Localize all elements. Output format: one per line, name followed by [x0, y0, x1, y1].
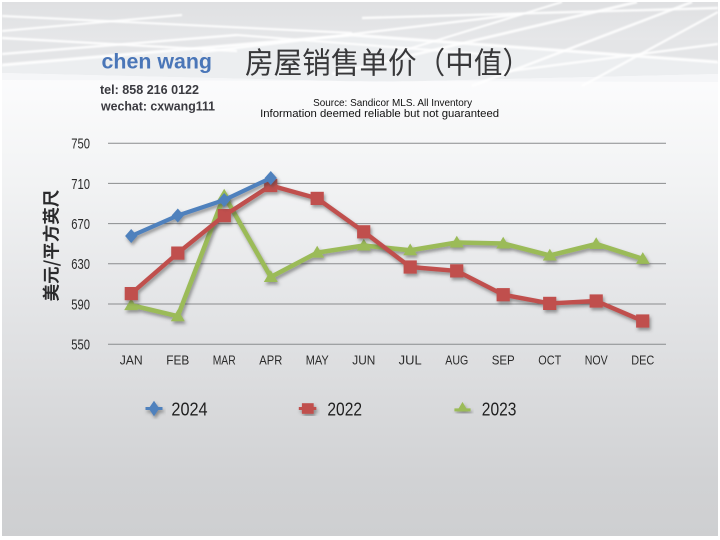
svg-text:Information deemed reliable bu: Information deemed reliable but not guar…: [260, 108, 499, 120]
svg-text:APR: APR: [259, 353, 282, 367]
svg-text:670: 670: [71, 216, 90, 233]
svg-text:2024: 2024: [171, 399, 207, 419]
svg-text:JAN: JAN: [120, 353, 143, 367]
svg-text:FEB: FEB: [166, 353, 189, 367]
svg-text:NOV: NOV: [585, 353, 609, 367]
svg-text:OCT: OCT: [538, 353, 561, 367]
svg-text:MAR: MAR: [213, 353, 236, 367]
svg-text:750: 750: [71, 136, 90, 153]
svg-text:wechat: cxwang111: wechat: cxwang111: [100, 99, 215, 114]
svg-text:550: 550: [71, 337, 90, 354]
svg-text:DEC: DEC: [631, 353, 654, 367]
svg-text:AUG: AUG: [445, 353, 468, 367]
svg-text:JUL: JUL: [399, 353, 422, 367]
svg-text:590: 590: [71, 296, 90, 313]
svg-text:630: 630: [71, 256, 90, 273]
svg-text:2022: 2022: [327, 399, 362, 419]
svg-text:Source: Sandicor MLS. All Inve: Source: Sandicor MLS. All Inventory: [313, 98, 473, 109]
svg-text:2023: 2023: [482, 399, 517, 419]
svg-text:710: 710: [71, 176, 90, 193]
svg-text:MAY: MAY: [306, 353, 330, 367]
svg-text:JUN: JUN: [352, 353, 375, 367]
svg-text:tel: 858 216 0122: tel: 858 216 0122: [100, 82, 199, 97]
svg-text:SEP: SEP: [492, 353, 515, 367]
svg-text:chen wang: chen wang: [102, 50, 213, 74]
